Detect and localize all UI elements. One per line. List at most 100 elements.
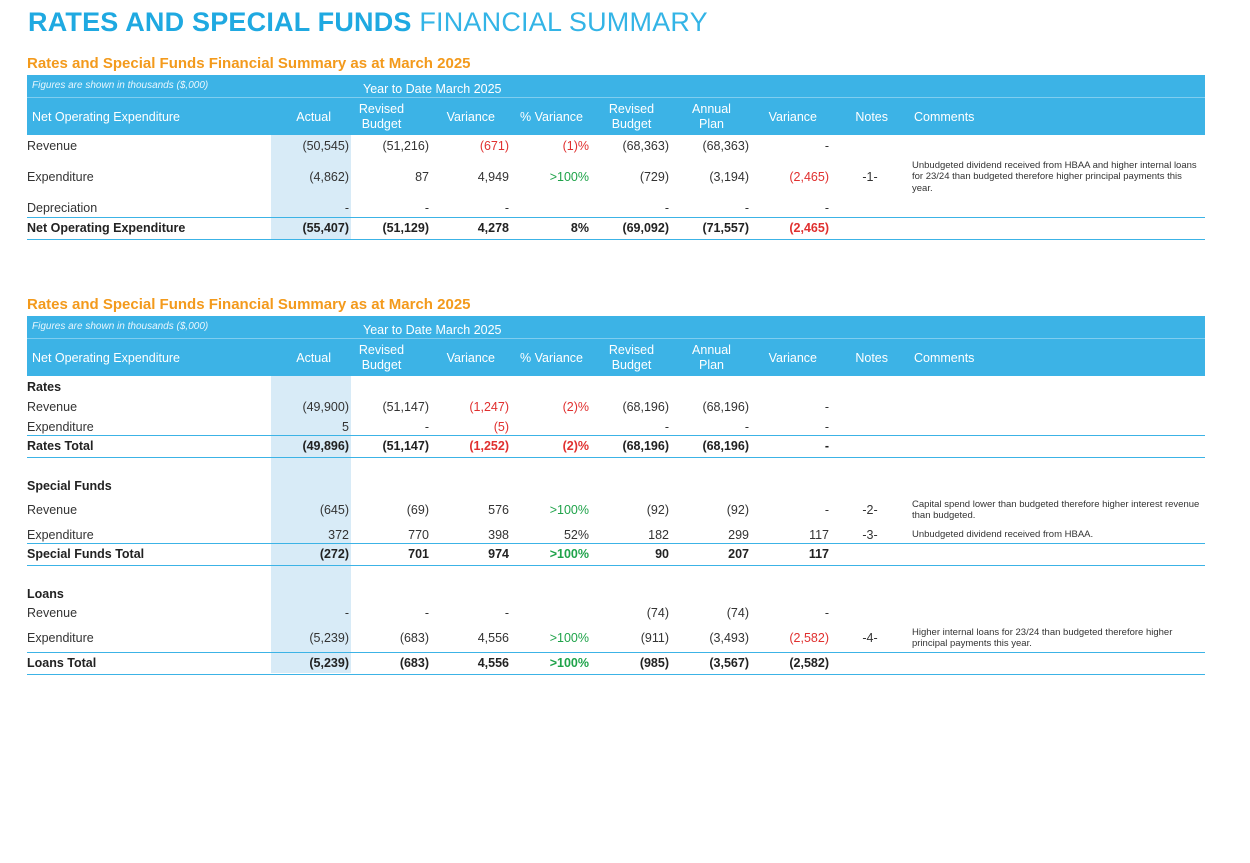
- row-label: Loans: [27, 587, 64, 601]
- cell-pct: [509, 417, 589, 437]
- row-comment: Unbudgeted dividend received from HBAA.: [912, 529, 1094, 541]
- cell-var2: (2,465): [789, 170, 829, 184]
- cell-var2: [749, 476, 829, 496]
- cell-actual: 5: [342, 420, 349, 434]
- header-variance-annual: Variance: [768, 110, 817, 124]
- table-1-header: Figures are shown in thousands ($,000) Y…: [27, 75, 1205, 135]
- cell-var: 4,278: [477, 221, 509, 235]
- row-label: Expenditure: [27, 528, 94, 542]
- cell-rb2: (68,196): [622, 400, 669, 414]
- header-variance: Variance: [446, 110, 495, 124]
- header-pct-variance: % Variance: [520, 351, 583, 365]
- cell-pct: 8%: [570, 221, 589, 235]
- header-annual-plan: Annual Plan: [692, 343, 731, 372]
- cell-var: (1,252): [469, 439, 509, 453]
- header-revised-budget: Revised Budget: [358, 102, 405, 131]
- table-row: Expenditure (5,239) (683) 4,556 >100% (911) (3…: [27, 626, 1205, 650]
- cell-ap: 207: [728, 547, 749, 561]
- section-heading-row: Loans: [27, 584, 1205, 604]
- cell-pct: [509, 584, 589, 604]
- cell-var: 4,556: [477, 656, 509, 670]
- cell-var2: (2,465): [789, 221, 829, 235]
- header-actual: Actual: [296, 110, 331, 124]
- row-label: Special Funds Total: [27, 547, 145, 561]
- cell-notes: [852, 603, 888, 623]
- cell-notes: -3-: [862, 528, 878, 542]
- cell-rb: (51,216): [382, 139, 429, 153]
- cell-ap: (68,196): [702, 400, 749, 414]
- header-revised-budget: Revised Budget: [358, 343, 405, 372]
- cell-rb2: (69,092): [622, 221, 669, 235]
- row-label: Expenditure: [27, 420, 94, 434]
- cell-var2: [749, 377, 829, 397]
- cell-actual: (5,239): [309, 656, 349, 670]
- cell-rb2: -: [664, 201, 669, 215]
- row-label: Revenue: [27, 139, 78, 153]
- row-label: Expenditure: [27, 170, 94, 184]
- cell-rb2: (74): [646, 606, 669, 620]
- cell-rb: (69): [406, 503, 429, 517]
- cell-rb: (51,129): [382, 221, 429, 235]
- cell-rb: [349, 476, 429, 496]
- table-row: Depreciation - - - - - -: [27, 198, 1205, 218]
- cell-notes: [852, 397, 888, 417]
- cell-pct: [509, 603, 589, 623]
- cell-notes: [852, 476, 888, 496]
- row-label: Rates: [27, 380, 62, 394]
- cell-actual: (4,862): [309, 170, 349, 184]
- cell-pct: >100%: [549, 170, 589, 184]
- cell-actual: 372: [328, 528, 349, 542]
- cell-var: 4,556: [477, 631, 509, 645]
- total-row: Loans Total (5,239) (683) 4,556 >100% (985) (3…: [27, 652, 1205, 675]
- cell-pct: (2)%: [562, 400, 589, 414]
- cell-rb2: -: [664, 420, 669, 434]
- cell-rb: 87: [415, 170, 429, 184]
- cell-ap: 299: [728, 528, 749, 542]
- cell-actual: (645): [319, 503, 349, 517]
- cell-notes: -1-: [862, 170, 878, 184]
- cell-notes: [852, 653, 888, 673]
- cell-ap: -: [744, 420, 749, 434]
- cell-rb2: 90: [655, 547, 669, 561]
- total-row: Rates Total (49,896) (51,147) (1,252) (2)% (6…: [27, 435, 1205, 458]
- cell-notes: [852, 417, 888, 437]
- page-title-light: FINANCIAL SUMMARY: [419, 7, 708, 37]
- cell-rb: [349, 377, 429, 397]
- cell-rb: 701: [408, 547, 429, 561]
- cell-var: -: [504, 606, 509, 620]
- cell-rb2: (92): [646, 503, 669, 517]
- header-revised-budget-annual: Revised Budget: [608, 102, 655, 131]
- cell-rb: [349, 584, 429, 604]
- table-row: Revenue (645) (69) 576 >100% (92) (92) - -2- Capi…: [27, 499, 1205, 522]
- row-label: Net Operating Expenditure: [27, 221, 186, 235]
- cell-var2: (2,582): [789, 656, 829, 670]
- header-revised-budget-annual: Revised Budget: [608, 343, 655, 372]
- cell-rb2: (911): [640, 631, 669, 645]
- header-notes: Notes: [855, 110, 888, 124]
- cell-rb: 770: [408, 528, 429, 542]
- table-2-body: Rates Revenue (49,900) (51,147) (1,247) (2)% (…: [27, 376, 1205, 675]
- cell-actual: [271, 377, 349, 397]
- section-heading-row: Special Funds: [27, 476, 1205, 496]
- ytd-label: Year to Date March 2025: [363, 323, 502, 337]
- table-2-header: Figures are shown in thousands ($,000) Y…: [27, 316, 1205, 376]
- cell-rb2: (985): [639, 656, 669, 670]
- header-pct-variance: % Variance: [520, 110, 583, 124]
- cell-var: (671): [479, 139, 509, 153]
- table-row: Revenue - - - (74) (74) -: [27, 603, 1205, 623]
- cell-rb: -: [424, 201, 429, 215]
- row-comment: Higher internal loans for 23/24 than bud…: [912, 626, 1173, 650]
- cell-var2: 117: [808, 547, 829, 561]
- table-2-title: Rates and Special Funds Financial Summar…: [27, 296, 471, 313]
- header-annual-plan: Annual Plan: [692, 102, 731, 131]
- cell-ap: (3,194): [709, 170, 749, 184]
- cell-notes: [852, 584, 888, 604]
- cell-actual: (5,239): [309, 631, 349, 645]
- cell-var: 576: [488, 503, 509, 517]
- cell-pct: >100%: [549, 656, 589, 670]
- ytd-label: Year to Date March 2025: [363, 82, 502, 96]
- cell-var2: -: [824, 201, 829, 215]
- cell-notes: -2-: [862, 503, 878, 517]
- cell-ap: (3,567): [709, 656, 749, 670]
- cell-pct: (1)%: [562, 139, 589, 153]
